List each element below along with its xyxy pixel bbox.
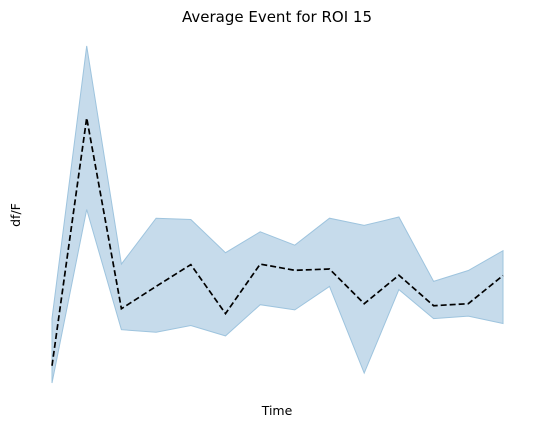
chart-title: Average Event for ROI 15	[182, 8, 372, 26]
plot-area	[51, 45, 504, 384]
y-axis-label: df/F	[8, 203, 23, 227]
x-axis-label: Time	[261, 403, 293, 418]
mean-line-0	[51, 117, 504, 366]
confidence-band-0	[51, 45, 504, 384]
